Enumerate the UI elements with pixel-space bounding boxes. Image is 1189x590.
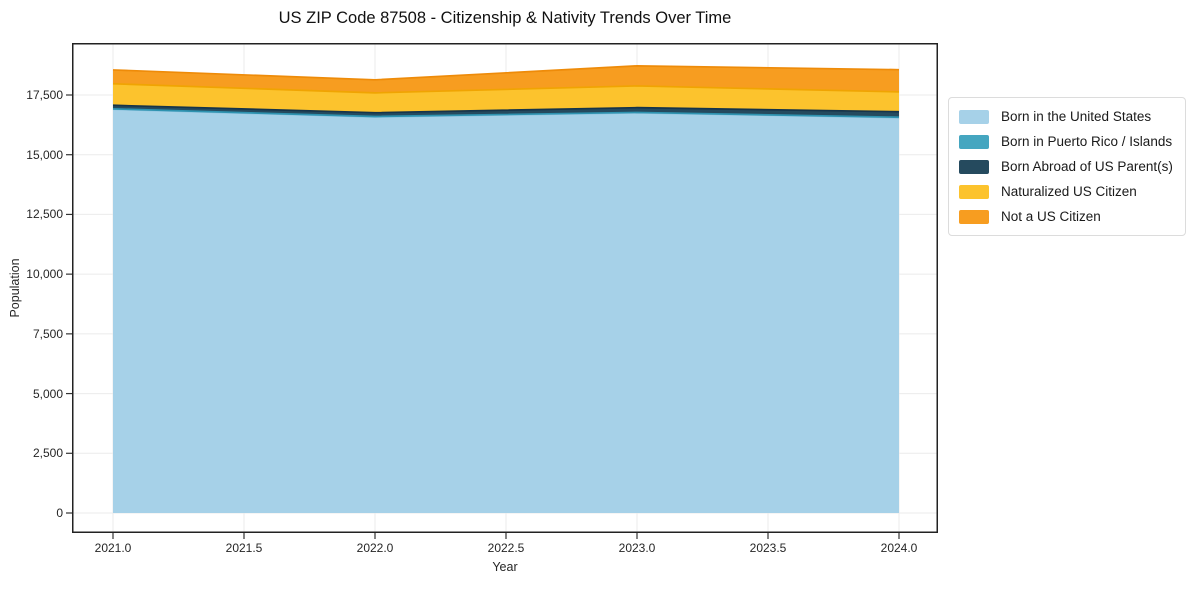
legend: Born in the United States Born in Puerto … xyxy=(948,97,1186,236)
legend-item-born-in-the-united-states: Born in the United States xyxy=(959,104,1175,129)
y-tick-label: 17,500 xyxy=(26,88,63,102)
legend-item-born-abroad-of-us-parent-s: Born Abroad of US Parent(s) xyxy=(959,154,1175,179)
legend-label: Born in Puerto Rico / Islands xyxy=(1001,134,1173,149)
y-axis-label: Population xyxy=(8,258,22,318)
y-tick-label: 10,000 xyxy=(26,267,63,282)
legend-swatch-icon xyxy=(959,184,989,199)
area-series-not-a-us-citizen xyxy=(113,65,899,93)
tick-marks xyxy=(66,94,900,539)
legend-label: Naturalized US Citizen xyxy=(1001,184,1137,199)
x-tick-label: 2022.5 xyxy=(487,541,525,555)
x-tick-label: 2021.0 xyxy=(94,541,132,555)
area-edge-born-in-puerto-rico-islands xyxy=(112,108,900,119)
y-tick-label: 15,000 xyxy=(26,147,63,162)
legend-item-naturalized-us-citizen: Naturalized US Citizen xyxy=(959,179,1175,204)
legend-item-born-in-puerto-rico-islands: Born in Puerto Rico / Islands xyxy=(959,129,1175,154)
legend-swatch-icon xyxy=(959,134,989,149)
legend-label: Born Abroad of US Parent(s) xyxy=(1001,159,1173,174)
chart-title: US ZIP Code 87508 - Citizenship & Nativi… xyxy=(278,9,732,27)
x-tick-label: 2023.0 xyxy=(618,541,656,555)
y-tick-label: 12,500 xyxy=(26,207,63,222)
legend-label: Born in the United States xyxy=(1001,109,1152,124)
area-edge-not-a-us-citizen xyxy=(112,65,900,81)
y-tick-label: 7,500 xyxy=(32,326,63,341)
legend-swatch-icon xyxy=(959,109,989,124)
legend-swatch-icon xyxy=(959,209,989,224)
legend-label: Not a US Citizen xyxy=(1001,209,1101,224)
area-series-born-in-the-united-states xyxy=(113,109,899,514)
plot-area xyxy=(66,43,938,539)
x-tick-label: 2022.0 xyxy=(356,541,394,555)
y-tick-label: 0 xyxy=(56,506,63,520)
stacked-area-chart xyxy=(66,43,938,539)
y-tick-label: 2,500 xyxy=(32,446,63,461)
x-tick-label: 2021.5 xyxy=(225,541,263,555)
x-tick-label: 2023.5 xyxy=(749,541,787,555)
x-axis-label: Year xyxy=(492,560,518,574)
plot-border xyxy=(72,43,938,533)
legend-item-not-a-us-citizen: Not a US Citizen xyxy=(959,204,1175,229)
y-tick-label: 5,000 xyxy=(32,386,63,401)
legend-swatch-icon xyxy=(959,159,989,174)
area-edge-naturalized-us-citizen xyxy=(112,82,900,94)
x-tick-label: 2024.0 xyxy=(880,541,918,555)
area-edge-born-abroad-of-us-parent-s xyxy=(112,104,900,114)
